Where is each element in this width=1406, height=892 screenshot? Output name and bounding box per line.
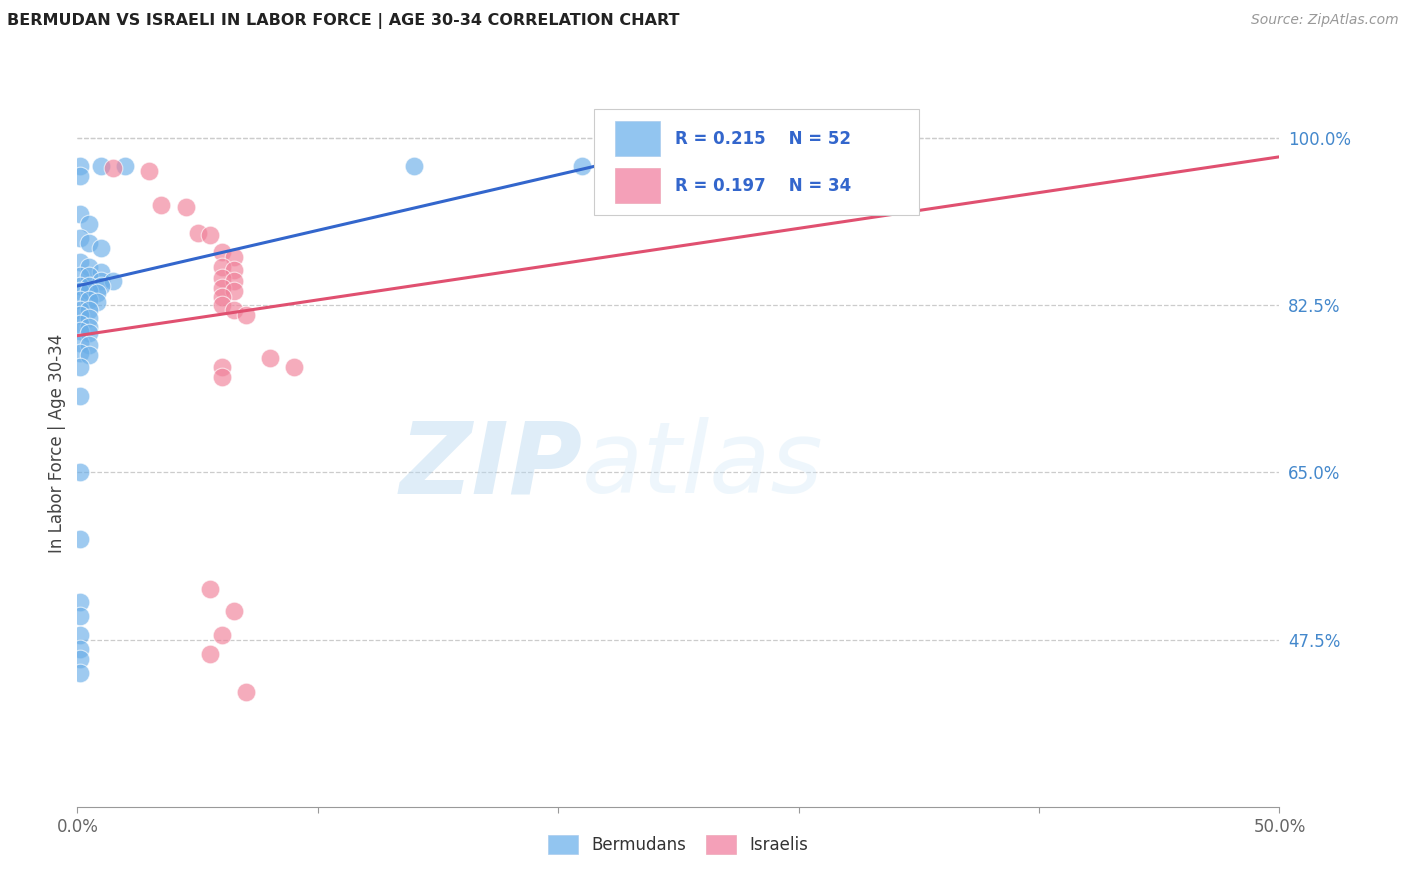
Point — [69, 231, 91, 245]
Legend: Bermudans, Israelis: Bermudans, Israelis — [541, 828, 815, 861]
Y-axis label: In Labor Force | Age 30-34: In Labor Force | Age 30-34 — [48, 334, 66, 553]
Point — [90, 264, 112, 278]
Point — [69, 302, 91, 317]
Point — [211, 271, 233, 285]
Point — [69, 293, 91, 308]
Text: R = 0.197    N = 34: R = 0.197 N = 34 — [675, 177, 851, 194]
Point — [103, 161, 125, 176]
Point — [69, 324, 91, 338]
FancyBboxPatch shape — [614, 121, 661, 156]
Point — [79, 302, 101, 317]
Point — [79, 293, 101, 308]
Point — [222, 250, 245, 264]
Point — [174, 200, 197, 214]
Point — [114, 160, 136, 174]
Point — [79, 326, 101, 340]
Point — [69, 609, 91, 624]
Point — [69, 389, 91, 403]
Text: R = 0.215    N = 52: R = 0.215 N = 52 — [675, 129, 851, 147]
Point — [69, 160, 91, 174]
Point — [79, 217, 101, 231]
Point — [69, 336, 91, 351]
Point — [198, 647, 221, 661]
Point — [103, 274, 125, 288]
Point — [90, 160, 112, 174]
Point — [186, 227, 209, 241]
Point — [79, 348, 101, 362]
Point — [69, 360, 91, 375]
FancyBboxPatch shape — [614, 169, 661, 203]
Point — [222, 302, 245, 317]
Point — [571, 160, 593, 174]
Point — [69, 284, 91, 298]
Point — [69, 652, 91, 666]
Point — [222, 262, 245, 277]
Point — [138, 164, 160, 178]
Point — [150, 197, 173, 211]
Point — [211, 298, 233, 312]
Point — [198, 582, 221, 596]
Point — [69, 628, 91, 642]
Point — [69, 594, 91, 608]
Text: atlas: atlas — [582, 417, 824, 514]
Point — [79, 338, 101, 352]
Point — [79, 235, 101, 250]
Text: BERMUDAN VS ISRAELI IN LABOR FORCE | AGE 30-34 CORRELATION CHART: BERMUDAN VS ISRAELI IN LABOR FORCE | AGE… — [7, 13, 679, 29]
Point — [69, 466, 91, 480]
FancyBboxPatch shape — [595, 110, 920, 215]
Point — [259, 351, 281, 365]
Point — [283, 360, 305, 375]
Point — [79, 279, 101, 293]
Text: Source: ZipAtlas.com: Source: ZipAtlas.com — [1251, 13, 1399, 28]
Point — [69, 317, 91, 331]
Point — [222, 604, 245, 618]
Point — [211, 245, 233, 260]
Point — [79, 284, 101, 298]
Point — [211, 281, 233, 295]
Point — [86, 285, 108, 300]
Point — [69, 207, 91, 221]
Point — [69, 279, 91, 293]
Point — [69, 666, 91, 681]
Point — [222, 274, 245, 288]
Point — [69, 642, 91, 657]
Point — [90, 279, 112, 293]
Point — [90, 274, 112, 288]
Point — [90, 241, 112, 255]
Point — [402, 160, 425, 174]
Point — [69, 308, 91, 322]
Point — [79, 260, 101, 274]
Point — [211, 369, 233, 384]
Point — [69, 346, 91, 360]
Point — [211, 290, 233, 304]
Point — [222, 284, 245, 298]
Point — [69, 533, 91, 547]
Text: ZIP: ZIP — [399, 417, 582, 514]
Point — [211, 360, 233, 375]
Point — [211, 628, 233, 642]
Point — [235, 308, 257, 322]
Point — [79, 269, 101, 284]
Point — [198, 228, 221, 243]
Point — [86, 295, 108, 310]
Point — [69, 269, 91, 284]
Point — [69, 255, 91, 269]
Point — [69, 169, 91, 183]
Point — [79, 320, 101, 334]
Point — [79, 310, 101, 325]
Point — [235, 685, 257, 699]
Point — [211, 260, 233, 274]
